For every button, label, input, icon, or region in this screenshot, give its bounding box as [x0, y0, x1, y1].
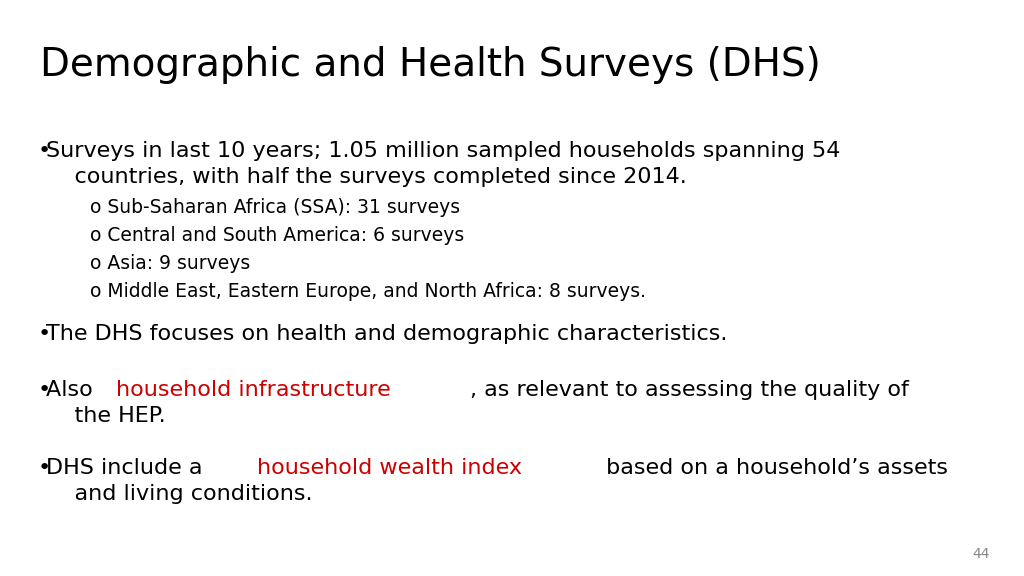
Text: , as relevant to assessing the quality of: , as relevant to assessing the quality o…: [470, 380, 909, 400]
Text: •: •: [38, 380, 51, 400]
Text: Also: Also: [46, 380, 100, 400]
Text: household wealth index: household wealth index: [257, 458, 522, 478]
Text: and living conditions.: and living conditions.: [46, 484, 312, 504]
Text: 44: 44: [973, 547, 990, 561]
Text: countries, with half the surveys completed since 2014.: countries, with half the surveys complet…: [46, 167, 687, 187]
Text: •: •: [38, 141, 51, 161]
Text: o Middle East, Eastern Europe, and North Africa: 8 surveys.: o Middle East, Eastern Europe, and North…: [90, 282, 646, 301]
Text: based on a household’s assets: based on a household’s assets: [599, 458, 948, 478]
Text: DHS include a: DHS include a: [46, 458, 210, 478]
Text: the HEP.: the HEP.: [46, 406, 166, 426]
Text: o Asia: 9 surveys: o Asia: 9 surveys: [90, 254, 250, 273]
Text: o Sub-Saharan Africa (SSA): 31 surveys: o Sub-Saharan Africa (SSA): 31 surveys: [90, 198, 460, 217]
Text: •: •: [38, 458, 51, 478]
Text: household infrastructure: household infrastructure: [116, 380, 390, 400]
Text: The DHS focuses on health and demographic characteristics.: The DHS focuses on health and demographi…: [46, 324, 727, 344]
Text: o Central and South America: 6 surveys: o Central and South America: 6 surveys: [90, 226, 464, 245]
Text: Demographic and Health Surveys (DHS): Demographic and Health Surveys (DHS): [40, 46, 821, 84]
Text: Surveys in last 10 years; 1.05 million sampled households spanning 54: Surveys in last 10 years; 1.05 million s…: [46, 141, 841, 161]
Text: •: •: [38, 324, 51, 344]
